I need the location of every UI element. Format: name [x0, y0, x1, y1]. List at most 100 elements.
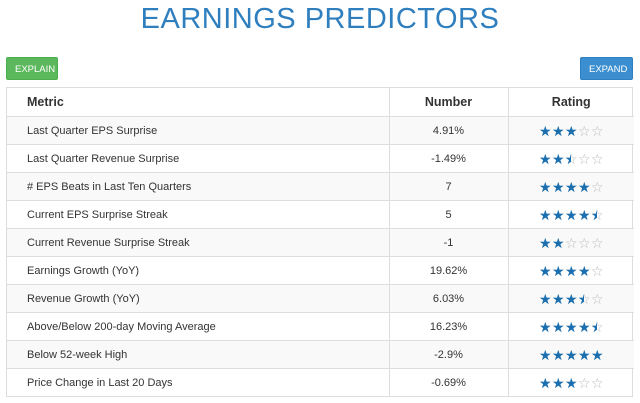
table-row: Last Quarter EPS Surprise 4.91% ★ ★ ★ ★ ★ ★ ☆☆	[7, 116, 634, 145]
number-cell: 6.03%	[389, 284, 509, 313]
star-icon: ★ ★	[538, 346, 552, 363]
star-icon: ☆	[577, 234, 591, 251]
star-icon: ☆ ★	[564, 150, 578, 167]
expand-button[interactable]: EXPAND	[580, 57, 633, 80]
star-rating: ★ ★ ★ ★ ★ ★ ★ ★ ☆	[539, 264, 604, 278]
star-icon: ☆	[590, 374, 604, 391]
star-icon: ★ ★	[564, 290, 578, 307]
number-cell: -0.69%	[389, 368, 509, 396]
number-cell: 16.23%	[389, 312, 509, 341]
page-title: EARNINGS PREDICTORS	[140, 3, 500, 35]
star-rating: ★ ★ ★ ★ ★ ★ ☆ ★ ☆	[539, 292, 604, 306]
star-icon: ★ ★	[538, 318, 552, 335]
star-rating: ★ ★ ★ ★ ★ ★ ★ ★ ★ ★	[539, 348, 604, 362]
number-cell: -1.49%	[389, 144, 509, 173]
metric-cell: Below 52-week High	[7, 340, 390, 369]
table-row: Earnings Growth (YoY) 19.62% ★ ★ ★ ★ ★ ★ ★ ★ ☆	[7, 256, 634, 285]
star-rating: ★ ★ ★ ★ ☆ ★ ☆☆	[539, 152, 604, 166]
star-icon: ☆	[590, 234, 604, 251]
metric-cell: Last Quarter Revenue Surprise	[7, 144, 390, 173]
star-icon: ★ ★	[551, 122, 565, 139]
rating-cell: ★ ★ ★ ★ ☆ ★ ☆☆	[508, 144, 634, 173]
table-row: Current Revenue Surprise Streak -1 ★ ★ ★ ★ ☆☆☆	[7, 228, 634, 257]
table-row: # EPS Beats in Last Ten Quarters 7 ★ ★ ★ ★ ★ ★ ★…	[7, 172, 634, 201]
star-icon: ★ ★	[551, 206, 565, 223]
star-icon: ★ ★	[564, 374, 578, 391]
star-icon: ☆	[577, 374, 591, 391]
number-cell: 5	[389, 200, 509, 229]
star-icon: ☆	[564, 234, 578, 251]
star-rating: ★ ★ ★ ★ ★ ★ ☆☆	[539, 376, 604, 390]
star-icon: ☆ ★	[590, 318, 604, 335]
star-icon: ★ ★	[538, 178, 552, 195]
star-icon: ★ ★	[551, 374, 565, 391]
rating-cell: ★ ★ ★ ★ ★ ★ ★ ★ ☆ ★	[508, 312, 634, 341]
rating-cell: ★ ★ ★ ★ ☆☆☆	[508, 228, 634, 257]
table-row: Current EPS Surprise Streak 5 ★ ★ ★ ★ ★ ★ ★ ★ ☆ ★	[7, 200, 634, 229]
rating-cell: ★ ★ ★ ★ ★ ★ ☆☆	[508, 116, 634, 145]
metric-cell: Revenue Growth (YoY)	[7, 284, 390, 313]
star-icon: ★ ★	[564, 178, 578, 195]
star-icon: ☆	[590, 290, 604, 307]
star-icon: ★ ★	[577, 346, 591, 363]
star-rating: ★ ★ ★ ★ ★ ★ ★ ★ ☆	[539, 180, 604, 194]
star-icon: ★ ★	[551, 178, 565, 195]
star-icon: ★ ★	[538, 262, 552, 279]
number-cell: -2.9%	[389, 340, 509, 369]
rating-cell: ★ ★ ★ ★ ★ ★ ★ ★ ☆ ★	[508, 200, 634, 229]
metric-cell: Current EPS Surprise Streak	[7, 200, 390, 229]
table-row: Below 52-week High -2.9% ★ ★ ★ ★ ★ ★ ★ ★ ★ ★	[7, 340, 634, 369]
star-icon: ★ ★	[577, 262, 591, 279]
star-icon: ★ ★	[577, 178, 591, 195]
star-icon: ☆	[590, 150, 604, 167]
star-icon: ★ ★	[538, 206, 552, 223]
star-icon: ★ ★	[538, 150, 552, 167]
star-icon: ★ ★	[564, 262, 578, 279]
metric-cell: # EPS Beats in Last Ten Quarters	[7, 172, 390, 201]
header-number: Number	[389, 88, 509, 117]
star-icon: ★ ★	[577, 206, 591, 223]
predictors-table: Metric Number Rating Last Quarter EPS Su…	[6, 87, 634, 397]
star-icon: ☆	[590, 262, 604, 279]
rating-cell: ★ ★ ★ ★ ★ ★ ☆ ★ ☆	[508, 284, 634, 313]
star-icon: ★ ★	[551, 150, 565, 167]
star-rating: ★ ★ ★ ★ ☆☆☆	[539, 236, 604, 250]
star-icon: ☆ ★	[577, 290, 591, 307]
table-header-row: Metric Number Rating	[7, 88, 634, 117]
star-icon: ★ ★	[564, 122, 578, 139]
star-rating: ★ ★ ★ ★ ★ ★ ★ ★ ☆ ★	[539, 208, 604, 222]
star-icon: ★ ★	[590, 346, 604, 363]
metric-cell: Current Revenue Surprise Streak	[7, 228, 390, 257]
table-row: Price Change in Last 20 Days -0.69% ★ ★ ★ ★ ★ ★…	[7, 368, 634, 397]
star-icon: ★ ★	[551, 318, 565, 335]
star-icon: ★ ★	[551, 234, 565, 251]
number-cell: 19.62%	[389, 256, 509, 285]
star-rating: ★ ★ ★ ★ ★ ★ ☆☆	[539, 124, 604, 138]
number-cell: -1	[389, 228, 509, 257]
star-icon: ★ ★	[551, 290, 565, 307]
star-icon: ☆	[577, 150, 591, 167]
rating-cell: ★ ★ ★ ★ ★ ★ ★ ★ ★ ★	[508, 340, 634, 369]
star-icon: ☆	[577, 122, 591, 139]
star-icon: ★ ★	[564, 346, 578, 363]
star-icon: ★ ★	[538, 374, 552, 391]
star-icon: ★ ★	[538, 122, 552, 139]
star-icon: ☆	[590, 178, 604, 195]
table-row: Above/Below 200-day Moving Average 16.23%…	[7, 312, 634, 341]
star-icon: ★ ★	[564, 206, 578, 223]
star-icon: ★ ★	[538, 290, 552, 307]
star-icon: ★ ★	[564, 318, 578, 335]
rating-cell: ★ ★ ★ ★ ★ ★ ★ ★ ☆	[508, 172, 634, 201]
star-icon: ★ ★	[538, 234, 552, 251]
rating-cell: ★ ★ ★ ★ ★ ★ ☆☆	[508, 369, 634, 397]
metric-cell: Earnings Growth (YoY)	[7, 256, 390, 285]
star-icon: ☆ ★	[590, 206, 604, 223]
explain-button[interactable]: EXPLAIN	[6, 57, 58, 80]
star-rating: ★ ★ ★ ★ ★ ★ ★ ★ ☆ ★	[539, 320, 604, 334]
star-icon: ★ ★	[577, 318, 591, 335]
header-rating: Rating	[508, 88, 634, 117]
star-icon: ★ ★	[551, 262, 565, 279]
number-cell: 4.91%	[389, 116, 509, 145]
header-metric: Metric	[7, 88, 390, 117]
star-icon: ★ ★	[551, 346, 565, 363]
